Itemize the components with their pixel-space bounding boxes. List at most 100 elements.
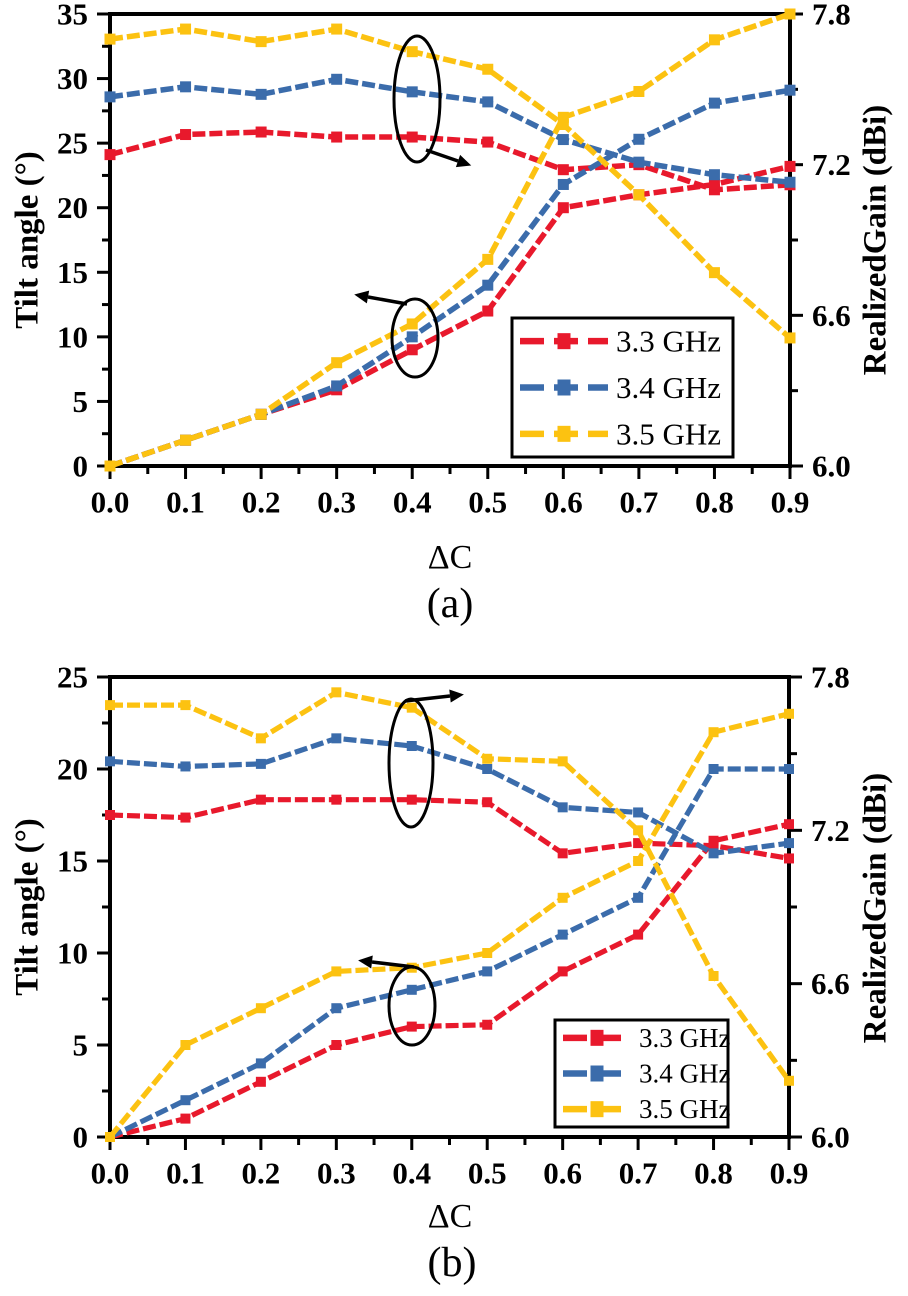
- x-tick-label: 0.0: [91, 1155, 130, 1190]
- series-tilt-line-3.4GHz: [108, 766, 789, 1140]
- x-tick-label: 0.8: [695, 484, 734, 519]
- series-gain-line-3.4GHz: [109, 76, 791, 185]
- series-gain-marker-3.3GHz: [331, 794, 342, 805]
- series-tilt-marker-3.4GHz: [557, 929, 568, 940]
- y-left-tick-label: 0: [73, 1120, 89, 1155]
- series-tilt-marker-3.5GHz: [482, 948, 493, 958]
- series-tilt-marker-3.5GHz: [331, 357, 343, 369]
- series-gain-marker-3.3GHz: [331, 131, 343, 143]
- series-gain-marker-3.5GHz: [708, 971, 719, 981]
- series-tilt-marker-3.4GHz: [180, 1095, 191, 1106]
- axis-indicator-ellipse: [390, 297, 440, 379]
- subplot-a-x-axis-title: ΔC: [427, 539, 473, 576]
- series-gain-line-3.5GHz: [110, 689, 792, 1083]
- series-tilt-marker-3.4GHz: [255, 1058, 266, 1069]
- axis-indicator-ellipse: [392, 34, 442, 164]
- series-gain-marker-3.4GHz: [406, 741, 417, 751]
- y-left-tick-label: 35: [57, 0, 88, 32]
- series-gain-marker-3.4GHz: [557, 802, 568, 813]
- y-left-tick-label: 25: [57, 126, 88, 161]
- axis-indicator-ellipse: [387, 965, 437, 1047]
- x-tick-label: 0.1: [166, 1155, 205, 1190]
- series-gain-marker-3.4GHz: [557, 134, 569, 146]
- series-gain-marker-3.3GHz: [104, 149, 116, 161]
- series-gain-marker-3.3GHz: [180, 812, 191, 823]
- y-left-tick-label: 30: [57, 61, 88, 96]
- series-tilt-marker-3.3GHz: [633, 929, 644, 940]
- series-tilt-marker-3.4GHz: [633, 133, 645, 145]
- series-gain-line-3.3GHz: [109, 129, 791, 193]
- series-tilt-line-3.3GHz: [109, 821, 790, 1140]
- series-tilt-marker-3.3GHz: [557, 202, 569, 214]
- x-tick-label: 0.2: [242, 1155, 281, 1190]
- x-tick-label: 0.9: [770, 1155, 809, 1190]
- series-gain-marker-3.4GHz: [482, 764, 493, 774]
- y-right-tick-label: 6.0: [811, 1120, 850, 1155]
- series-tilt-marker-3.3GHz: [708, 178, 720, 190]
- series-tilt-marker-3.3GHz: [482, 1019, 493, 1030]
- series-tilt-marker-3.4GHz: [784, 764, 794, 774]
- legend-marker-sample: [590, 1101, 604, 1118]
- series-tilt-marker-3.3GHz: [784, 160, 796, 172]
- series-tilt-marker-3.5GHz: [180, 434, 192, 446]
- axis-indicator-ellipse: [387, 697, 435, 829]
- series-tilt-marker-3.4GHz: [557, 178, 569, 190]
- series-tilt-marker-3.4GHz: [406, 331, 418, 343]
- series-gain-marker-3.3GHz: [633, 838, 644, 849]
- y-right-tick-label: 7.8: [812, 0, 851, 32]
- legend-marker-sample: [590, 1065, 604, 1082]
- arrow-head: [455, 154, 472, 168]
- series-gain-marker-3.5GHz: [331, 23, 343, 35]
- legend-label: 3.5 GHz: [616, 416, 721, 451]
- legend-marker-sample: [557, 333, 571, 350]
- subplot-b-right-axis-title: RealizedGain (dBi): [857, 772, 894, 1044]
- series-gain-marker-3.3GHz: [784, 853, 794, 864]
- x-tick-label: 0.1: [166, 484, 205, 519]
- y-left-tick-label: 0: [73, 449, 89, 484]
- series-gain-marker-3.5GHz: [180, 23, 192, 35]
- y-left-tick-label: 5: [73, 1028, 89, 1063]
- series-gain-marker-3.5GHz: [557, 756, 568, 767]
- axis-indicator-arrow: [371, 960, 415, 969]
- series-tilt-marker-3.3GHz: [708, 835, 719, 846]
- series-tilt-marker-3.3GHz: [406, 1021, 417, 1032]
- series-tilt-marker-3.5GHz: [331, 966, 342, 977]
- series-gain-marker-3.3GHz: [406, 131, 418, 143]
- y-left-tick-label: 10: [57, 319, 88, 354]
- series-tilt-marker-3.4GHz: [482, 279, 494, 291]
- series-tilt-marker-3.3GHz: [784, 819, 794, 830]
- series-tilt-marker-3.4GHz: [708, 97, 720, 109]
- subplot-a-caption: (a): [426, 581, 474, 627]
- legend-label: 3.3 GHz: [639, 1023, 730, 1053]
- series-tilt-marker-3.4GHz: [482, 966, 493, 977]
- series-gain-marker-3.3GHz: [557, 848, 568, 859]
- series-gain-marker-3.5GHz: [784, 332, 796, 344]
- series-gain-marker-3.4GHz: [331, 73, 343, 85]
- y-left-tick-label: 20: [57, 190, 88, 225]
- series-gain-marker-3.5GHz: [633, 825, 644, 836]
- x-tick-label: 0.6: [543, 1155, 582, 1190]
- x-tick-label: 0.3: [317, 484, 356, 519]
- x-tick-label: 0.5: [468, 1155, 507, 1190]
- series-gain-marker-3.4GHz: [104, 91, 116, 103]
- x-tick-label: 0.4: [392, 1155, 431, 1190]
- y-left-tick-label: 5: [73, 384, 89, 419]
- series-gain-marker-3.3GHz: [105, 810, 115, 820]
- axis-indicator-arrow: [404, 694, 451, 703]
- arrow-head: [449, 689, 464, 703]
- series-gain-line-3.3GHz: [109, 797, 790, 862]
- legend-label: 3.4 GHz: [639, 1059, 730, 1089]
- y-right-tick-label: 6.6: [811, 966, 850, 1001]
- series-gain-line-3.5GHz: [109, 26, 792, 341]
- y-right-tick-label: 7.2: [812, 147, 851, 182]
- legend-label: 3.3 GHz: [616, 324, 721, 359]
- legend-label: 3.4 GHz: [616, 370, 721, 405]
- x-tick-label: 0.3: [317, 1155, 356, 1190]
- series-gain-marker-3.4GHz: [331, 733, 342, 744]
- series-gain-marker-3.5GHz: [180, 700, 191, 711]
- y-right-tick-label: 7.2: [811, 813, 850, 848]
- series-gain-marker-3.3GHz: [255, 126, 267, 138]
- series-gain-marker-3.4GHz: [105, 756, 115, 767]
- y-right-tick-label: 6.6: [812, 298, 851, 333]
